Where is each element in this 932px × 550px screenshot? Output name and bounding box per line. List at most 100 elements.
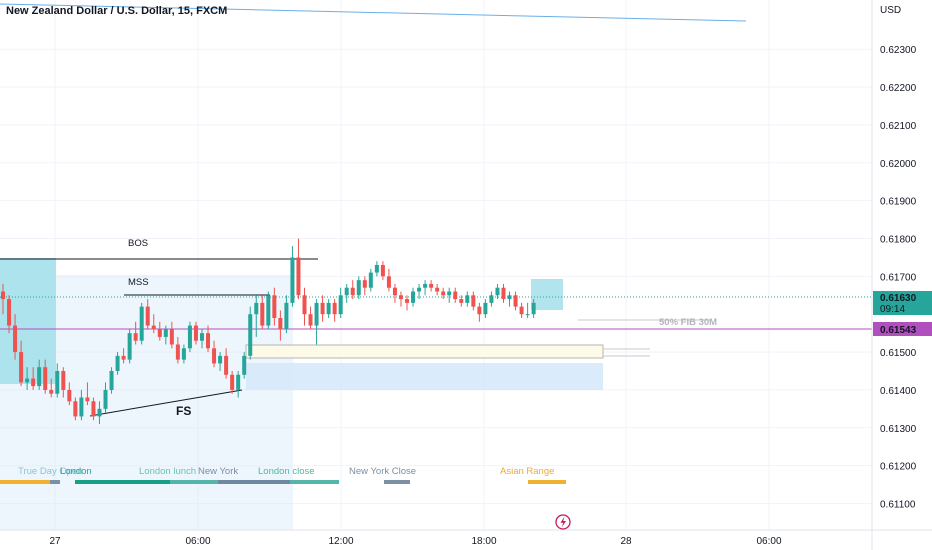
candle [284,295,289,334]
y-tick-label: 0.61500 [880,348,917,359]
y-tick-label: 0.61400 [880,386,917,397]
x-tick-label: 06:00 [756,536,781,547]
candle [338,287,343,318]
session-label-london-lunch: London lunch [139,466,196,477]
candle [290,246,295,307]
candle [91,397,96,421]
candle [405,295,410,311]
candle [501,283,506,303]
time-scale[interactable]: 27 06:00 12:00 18:00 28 06:00 [0,529,932,547]
candle [181,344,186,364]
candle [531,299,536,318]
candles [1,238,536,424]
candle [278,310,283,341]
price-scale[interactable]: USD 0.62300 0.62200 0.62100 0.62000 0.61900 0… [871,0,932,550]
fib-label: 50% FIB 30M [659,317,717,328]
demand-zone[interactable] [246,363,603,390]
y-tick-label: 0.61300 [880,424,917,435]
lightning-icon[interactable] [555,514,571,530]
candle [19,340,24,387]
candle [447,287,452,303]
session-bar-london-lunch [170,480,218,484]
session-label-asian-range: Asian Range [500,466,554,477]
candle [350,280,355,300]
candle [97,401,102,424]
candle [67,382,72,406]
session-label-london: London [60,466,92,477]
candle [248,306,253,360]
candle [423,280,428,296]
x-tick-label: 27 [49,536,61,547]
candle [25,367,30,390]
session-bar-true-day-open [50,480,60,484]
currency-label: USD [880,5,901,16]
candle [272,287,277,326]
candle [326,299,331,318]
candle [386,268,391,292]
session-label-london-close: London close [258,466,315,477]
x-tick-label: 18:00 [471,536,496,547]
candle [31,367,36,390]
session-label-new-york-close: New York Close [349,466,416,477]
session-bars [0,480,566,484]
level-price-badge [873,322,932,336]
candle [398,291,403,307]
candle [151,314,156,334]
candle [453,287,458,303]
candle [49,378,54,398]
candle [236,371,241,398]
fs-line[interactable] [89,389,243,417]
last-price-badge [873,291,932,315]
candle [411,287,416,307]
candle [55,363,60,398]
candle [13,314,18,360]
chart-title: New Zealand Dollar / U.S. Dollar, 15, FX… [6,5,227,17]
candle [266,291,271,330]
candle [169,321,174,349]
candle [199,329,204,349]
x-tick-label: 06:00 [185,536,210,547]
candle [133,321,138,345]
session-label-new-york: New York [198,466,238,477]
session-bar-asian-range [528,480,566,484]
candle [37,359,42,390]
bos-label: BOS [128,238,148,249]
fvg-zone-top[interactable] [245,344,604,359]
candle [127,329,132,364]
candle [441,287,446,300]
level-price-value: 0.61543 [880,325,917,336]
candle [224,348,229,379]
session-label-true-day-open: True Day Open [18,466,83,477]
candle [471,291,476,311]
candle [380,261,385,281]
session-bar-new-york [218,480,290,484]
y-tick-label: 0.61700 [880,272,917,283]
candle [429,280,434,292]
candle [495,283,500,300]
session-bar-new-york-close [384,480,410,484]
asian-highlight-box[interactable] [531,279,563,310]
candle [332,299,337,322]
candle [175,336,180,364]
candle [109,367,114,394]
candle [302,287,307,326]
candle [187,321,192,353]
candle [320,295,325,322]
fs-label: FS [176,404,191,418]
candle [242,352,247,379]
y-tick-label: 0.62200 [880,83,917,94]
candle [459,295,464,307]
candle [260,295,265,330]
session-bar-london-close [290,480,339,484]
x-tick-label: 12:00 [328,536,353,547]
candle [79,389,84,421]
y-tick-label: 0.61200 [880,462,917,473]
candle [513,291,518,311]
trend-line[interactable] [0,3,747,22]
candle [344,283,349,303]
y-tick-label: 0.62300 [880,45,917,56]
candle [392,283,397,303]
candle [163,325,168,345]
candle [85,382,90,406]
